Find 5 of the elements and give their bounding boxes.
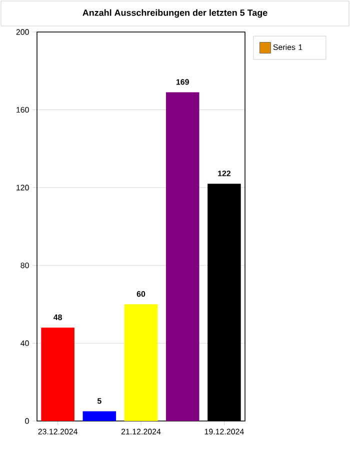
bar [166,92,200,421]
bar [124,304,158,421]
bar [41,328,74,421]
chart-title: Anzahl Ausschreibungen der letzten 5 Tage [82,9,268,18]
bar [82,411,116,421]
